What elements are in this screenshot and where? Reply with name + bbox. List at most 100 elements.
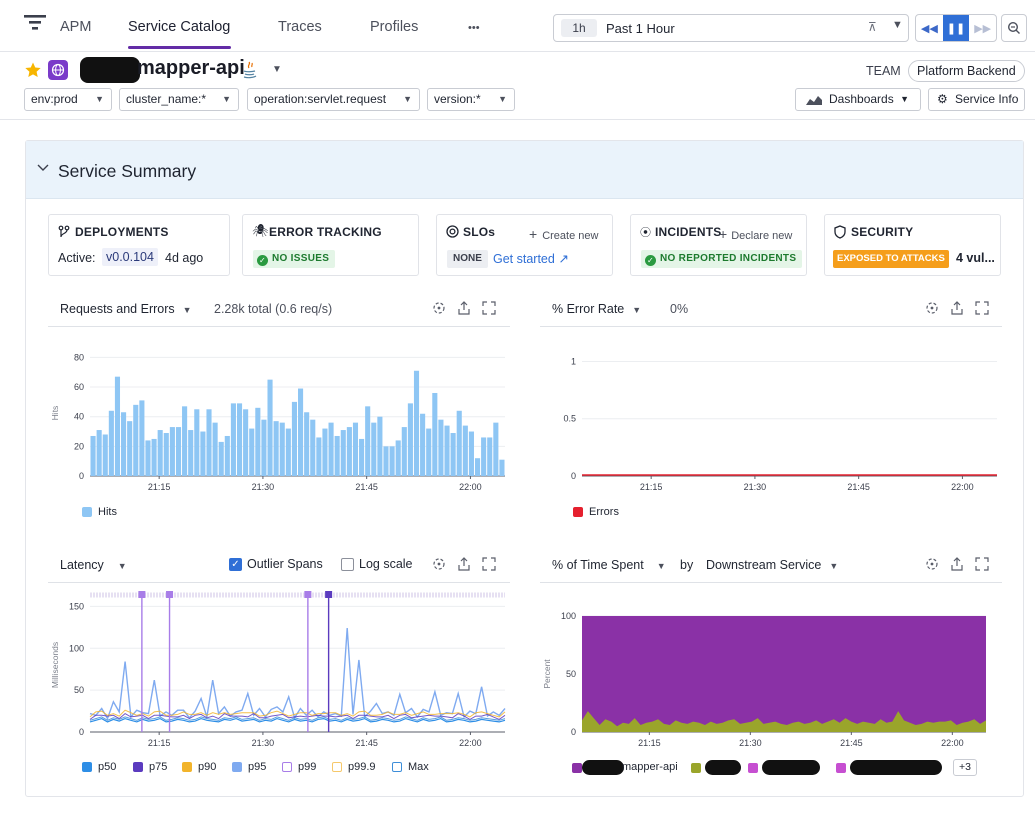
- chart-divider: [540, 326, 1002, 327]
- legend-swatch: [332, 762, 342, 772]
- slos-card[interactable]: SLOs + Create new NONE Get started ↗: [436, 214, 613, 276]
- java-icon: [243, 61, 257, 79]
- legend-p50[interactable]: p50: [82, 761, 133, 773]
- group-by-label: Downstream Service: [706, 558, 822, 572]
- legend-more-button[interactable]: +3: [953, 759, 977, 776]
- latency-chart[interactable]: 0 50 100 150 21:15 21:30 21:45 22:00 Millisecond…: [48, 588, 510, 752]
- service-info-button[interactable]: ⚙ Service Info: [928, 88, 1025, 111]
- log-scale-checkbox[interactable]: Log scale: [341, 557, 413, 571]
- watchdog-icon[interactable]: [925, 557, 939, 571]
- hits-bar: [200, 431, 206, 476]
- error-rate-chart[interactable]: 0 0.5 1 21:15 21:30 21:45 22:00: [540, 340, 1002, 500]
- security-card[interactable]: SECURITY EXPOSED TO ATTACKS 4 vul...: [824, 214, 1001, 276]
- hits-bar: [462, 425, 468, 476]
- legend-mapper-api[interactable]: mapper-api: [622, 761, 678, 773]
- legend-errors[interactable]: Errors: [573, 506, 619, 518]
- watchdog-icon[interactable]: [432, 301, 446, 315]
- group-by-dropdown[interactable]: Downstream Service ▼: [706, 558, 838, 572]
- service-summary-header[interactable]: Service Summary: [26, 141, 1023, 199]
- error-tracking-card[interactable]: 🕷 ERROR TRACKING ✓ NO ISSUES: [242, 214, 419, 276]
- more-menu-button[interactable]: •••: [468, 22, 480, 34]
- legend-p90[interactable]: p90: [182, 761, 232, 773]
- favorite-star-icon[interactable]: [24, 61, 42, 79]
- tab-service-catalog[interactable]: Service Catalog: [128, 19, 231, 35]
- requests-chart[interactable]: 0 20 40 60 80 21:15 21:30 21:45 22:00 Hits: [48, 340, 510, 500]
- tab-traces[interactable]: Traces: [278, 19, 322, 35]
- expand-icon[interactable]: [975, 557, 989, 571]
- zoom-out-button[interactable]: [1001, 14, 1027, 42]
- legend-p99[interactable]: p99: [282, 761, 332, 773]
- pin-icon[interactable]: ⊼: [868, 20, 877, 34]
- export-icon[interactable]: [950, 557, 964, 571]
- watchdog-icon[interactable]: [432, 557, 446, 571]
- pause-button[interactable]: ❚❚: [942, 15, 970, 41]
- outlier-spans-checkbox[interactable]: ✓ Outlier Spans: [229, 557, 323, 571]
- latency-chart-title[interactable]: Latency ▼: [60, 558, 127, 572]
- time-spent-chart[interactable]: 0 50 100 21:15 21:30 21:45 22:00 Percent: [540, 612, 1002, 752]
- export-icon[interactable]: [950, 301, 964, 315]
- filter-cluster[interactable]: cluster_name:* ▼: [119, 88, 239, 111]
- y-tick-label: 0: [79, 727, 84, 737]
- filter-operation[interactable]: operation:servlet.request ▼: [247, 88, 420, 111]
- create-slo-link[interactable]: + Create new: [529, 226, 598, 242]
- hits-bar: [127, 421, 133, 476]
- y-tick-label: 0: [79, 471, 84, 481]
- deployments-card[interactable]: DEPLOYMENTS Active: v0.0.104 4d ago: [48, 214, 230, 276]
- error-rate-value: 0%: [670, 302, 689, 316]
- hits-bar: [218, 441, 224, 476]
- requests-chart-title[interactable]: Requests and Errors ▼: [60, 302, 192, 316]
- hits-bar: [468, 431, 474, 476]
- declare-incident-link[interactable]: + Declare new: [719, 226, 792, 242]
- hits-bar: [249, 428, 255, 476]
- export-icon[interactable]: [457, 301, 471, 315]
- chart-actions: [432, 301, 496, 315]
- gear-icon: ⚙: [937, 92, 948, 106]
- rewind-button[interactable]: ◀◀: [920, 22, 938, 35]
- legend-p95[interactable]: p95: [232, 761, 282, 773]
- tab-profiles[interactable]: Profiles: [370, 19, 419, 35]
- error-rate-chart-title[interactable]: % Error Rate ▼: [552, 302, 641, 316]
- bug-icon: 🕷: [252, 223, 269, 238]
- error-tracking-title: ERROR TRACKING: [269, 225, 382, 239]
- legend-label: p95: [248, 761, 267, 773]
- expand-icon[interactable]: [482, 557, 496, 571]
- mapper-api-area: [582, 616, 986, 732]
- filter-version[interactable]: version:* ▼: [427, 88, 515, 111]
- hits-bar: [316, 437, 322, 476]
- filter-env[interactable]: env:prod ▼: [24, 88, 112, 111]
- time-range-picker[interactable]: 1h Past 1 Hour ⊼ ▼: [553, 14, 909, 42]
- legend-max[interactable]: Max: [392, 761, 442, 773]
- hits-bar: [298, 388, 304, 476]
- error-rate-title-label: % Error Rate: [552, 302, 625, 316]
- dashboards-button[interactable]: Dashboards ▼: [795, 88, 921, 111]
- forward-button[interactable]: ▶▶: [974, 22, 992, 35]
- hits-bar: [212, 422, 218, 476]
- outlier-span-marker: [325, 591, 333, 598]
- get-started-link[interactable]: Get started ↗: [493, 251, 569, 266]
- x-tick-label: 21:30: [252, 482, 275, 492]
- zoom-icon: [1007, 21, 1020, 34]
- deployment-version[interactable]: v0.0.104: [102, 248, 158, 266]
- branch-icon: [58, 225, 70, 238]
- expand-icon[interactable]: [482, 301, 496, 315]
- chevron-down-icon: ▼: [632, 305, 642, 315]
- hits-bar: [383, 446, 389, 476]
- chevron-down-icon[interactable]: ▼: [892, 19, 903, 31]
- service-switcher-chevron[interactable]: ▼: [272, 64, 282, 75]
- expand-icon[interactable]: [975, 301, 989, 315]
- menu-icon[interactable]: [24, 14, 46, 34]
- area-chart-icon: [806, 96, 822, 105]
- legend-p75[interactable]: p75: [133, 761, 182, 773]
- legend-p999[interactable]: p99.9: [332, 761, 392, 773]
- app-title[interactable]: APM: [60, 19, 92, 35]
- incidents-card[interactable]: ⦿ INCIDENTS + Declare new ✓ NO REPORTED IN…: [630, 214, 807, 276]
- dashboards-label: Dashboards: [829, 92, 894, 106]
- deployments-active-label: Active:: [58, 251, 96, 265]
- chevron-down-icon[interactable]: [37, 163, 49, 173]
- team-badge[interactable]: Platform Backend: [908, 60, 1025, 82]
- legend-swatch: [836, 763, 846, 773]
- export-icon[interactable]: [457, 557, 471, 571]
- legend-hits[interactable]: Hits: [82, 506, 117, 518]
- time-spent-chart-title[interactable]: % of Time Spent ▼: [552, 558, 666, 572]
- watchdog-icon[interactable]: [925, 301, 939, 315]
